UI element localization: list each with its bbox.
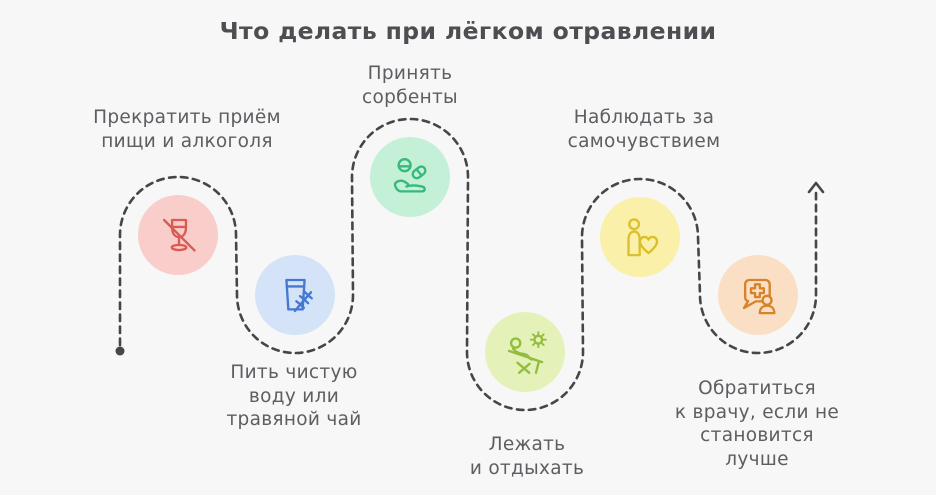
route-dashed-line (118, 117, 818, 412)
step-4-circle (485, 312, 565, 392)
hand-pills-icon (393, 157, 427, 193)
page-title: Что делать при лёгком отравлении (219, 17, 717, 45)
step-1-label: Прекратить приём пищи и алкоголя (93, 107, 281, 152)
step-5-circle (600, 197, 680, 277)
step-3-circle (370, 137, 450, 217)
step-2-circle (255, 255, 335, 335)
step-3-label: Принять сорбенты (362, 63, 458, 108)
person-heart-icon (626, 217, 658, 256)
route-start-dot (115, 346, 125, 356)
step-1-circle (138, 195, 218, 275)
step-2-label: Пить чистую воду или травяной чай (226, 362, 362, 430)
step-6-circle (718, 255, 798, 335)
rest-lounger-icon (507, 330, 547, 374)
step-4-label: Лежать и отдыхать (469, 434, 585, 479)
no-alcohol-icon (162, 218, 196, 252)
step-5-label: Наблюдать за самочувствием (567, 107, 721, 152)
step-6-label: Обратиться к врачу, если не становится л… (674, 378, 840, 470)
water-glass-herb-icon (284, 278, 313, 312)
doctor-chat-icon (742, 278, 775, 314)
route-end-arrow-icon (807, 181, 825, 194)
